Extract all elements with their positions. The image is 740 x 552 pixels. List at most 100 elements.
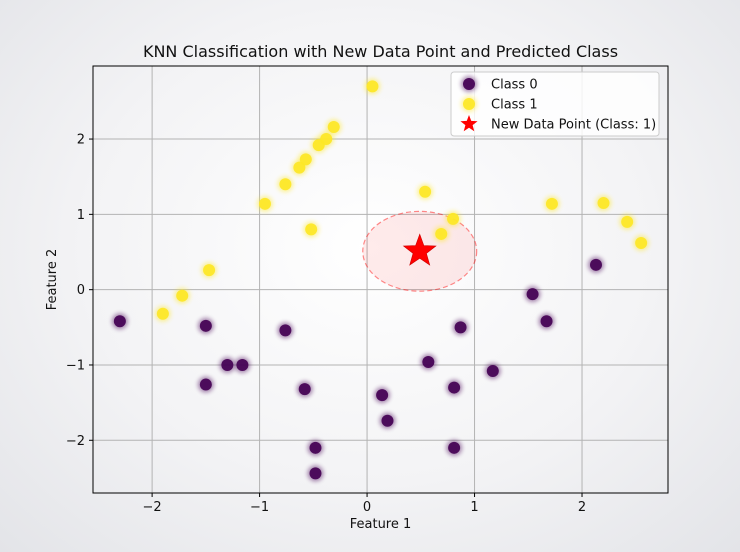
class-0-point bbox=[587, 256, 604, 273]
class-0-point bbox=[219, 356, 236, 373]
point-marker bbox=[381, 414, 394, 427]
class-0-point bbox=[379, 412, 396, 429]
y-tick-label: −2 bbox=[66, 434, 85, 449]
point-marker bbox=[156, 307, 169, 320]
x-tick-label: 0 bbox=[363, 500, 371, 515]
point-marker bbox=[305, 223, 318, 236]
point-marker bbox=[621, 215, 634, 228]
point-marker bbox=[298, 383, 311, 396]
point-marker bbox=[199, 319, 212, 332]
legend-marker bbox=[463, 78, 475, 90]
grid bbox=[93, 66, 668, 493]
point-marker bbox=[526, 288, 539, 301]
class-0-point bbox=[484, 363, 501, 379]
class-0-point bbox=[374, 387, 391, 404]
new-data-point-star bbox=[402, 233, 437, 266]
point-marker bbox=[221, 358, 234, 371]
class-0-point bbox=[307, 465, 324, 482]
series-0 bbox=[111, 256, 604, 482]
class-0-point bbox=[197, 317, 214, 334]
class-0-point bbox=[277, 322, 294, 339]
class-1-point bbox=[303, 221, 320, 238]
point-marker bbox=[203, 264, 216, 277]
point-marker bbox=[309, 467, 322, 480]
class-1-point bbox=[154, 305, 171, 322]
point-marker bbox=[486, 365, 499, 377]
legend: Class 0 Class 1 New Data Point (Class: 1) bbox=[450, 71, 660, 137]
class-1-point bbox=[318, 131, 335, 148]
class-0-point bbox=[446, 379, 463, 396]
class-0-point bbox=[296, 381, 313, 398]
legend-box bbox=[450, 71, 660, 137]
axis-ticks: −2 −1 0 1 2 −2 −1 0 1 2 bbox=[66, 133, 586, 515]
class-1-point bbox=[297, 151, 314, 168]
point-marker bbox=[309, 441, 322, 454]
point-marker bbox=[113, 315, 126, 328]
point-marker bbox=[540, 315, 553, 328]
point-marker bbox=[279, 324, 292, 337]
class-1-point bbox=[445, 210, 462, 227]
point-marker bbox=[299, 153, 312, 166]
class-0-point bbox=[446, 439, 463, 456]
y-axis-label: Feature 2 bbox=[45, 249, 60, 311]
class-1-point bbox=[417, 183, 434, 200]
class-1-point bbox=[201, 262, 218, 279]
x-tick-label: 2 bbox=[578, 500, 586, 515]
chart-title: KNN Classification with New Data Point a… bbox=[143, 42, 618, 61]
point-marker bbox=[635, 236, 648, 249]
y-tick-label: −1 bbox=[66, 358, 85, 373]
class-0-point bbox=[538, 313, 555, 330]
class-0-point bbox=[197, 376, 214, 393]
y-tick-label: 2 bbox=[77, 133, 85, 148]
point-marker bbox=[366, 80, 379, 93]
class-1-point bbox=[595, 195, 612, 212]
class-1-point bbox=[433, 225, 450, 242]
class-1-point bbox=[633, 234, 650, 251]
x-tick-label: 1 bbox=[470, 500, 478, 515]
class-1-point bbox=[256, 195, 273, 212]
x-axis-label: Feature 1 bbox=[350, 517, 412, 532]
class-1-point bbox=[174, 287, 191, 304]
point-marker bbox=[589, 258, 602, 271]
legend-label: Class 1 bbox=[491, 98, 538, 113]
point-marker bbox=[199, 378, 212, 391]
class-0-point bbox=[452, 319, 469, 336]
legend-marker bbox=[463, 98, 475, 110]
legend-label: Class 0 bbox=[491, 78, 538, 93]
point-marker bbox=[448, 381, 461, 394]
point-marker bbox=[435, 227, 448, 240]
point-marker bbox=[545, 197, 558, 210]
series-1 bbox=[154, 78, 650, 322]
point-marker bbox=[327, 121, 340, 133]
class-1-point bbox=[325, 119, 342, 135]
plot-frame bbox=[92, 65, 669, 494]
point-marker bbox=[597, 197, 610, 210]
class-0-point bbox=[307, 439, 324, 456]
point-marker bbox=[258, 197, 271, 210]
point-marker bbox=[236, 358, 249, 371]
point-marker bbox=[454, 321, 467, 334]
point-marker bbox=[419, 185, 432, 198]
point-marker bbox=[279, 178, 292, 191]
point-marker bbox=[448, 441, 461, 454]
x-tick-label: −1 bbox=[250, 500, 269, 515]
series-2 bbox=[402, 233, 437, 266]
point-marker bbox=[422, 355, 435, 368]
point-marker bbox=[447, 212, 460, 225]
class-1-point bbox=[619, 213, 636, 230]
legend-label: New Data Point (Class: 1) bbox=[491, 118, 656, 133]
data-points bbox=[111, 78, 650, 482]
class-0-point bbox=[420, 353, 437, 370]
point-marker bbox=[320, 133, 333, 146]
y-tick-label: 1 bbox=[77, 208, 85, 223]
class-1-point bbox=[277, 176, 294, 193]
y-tick-label: 0 bbox=[77, 283, 85, 298]
class-0-point bbox=[111, 313, 128, 330]
class-0-point bbox=[234, 356, 251, 373]
class-1-point bbox=[543, 195, 560, 212]
x-tick-label: −2 bbox=[143, 500, 162, 515]
class-0-point bbox=[524, 286, 541, 303]
legend-marker-star bbox=[460, 115, 478, 132]
point-marker bbox=[176, 289, 189, 302]
